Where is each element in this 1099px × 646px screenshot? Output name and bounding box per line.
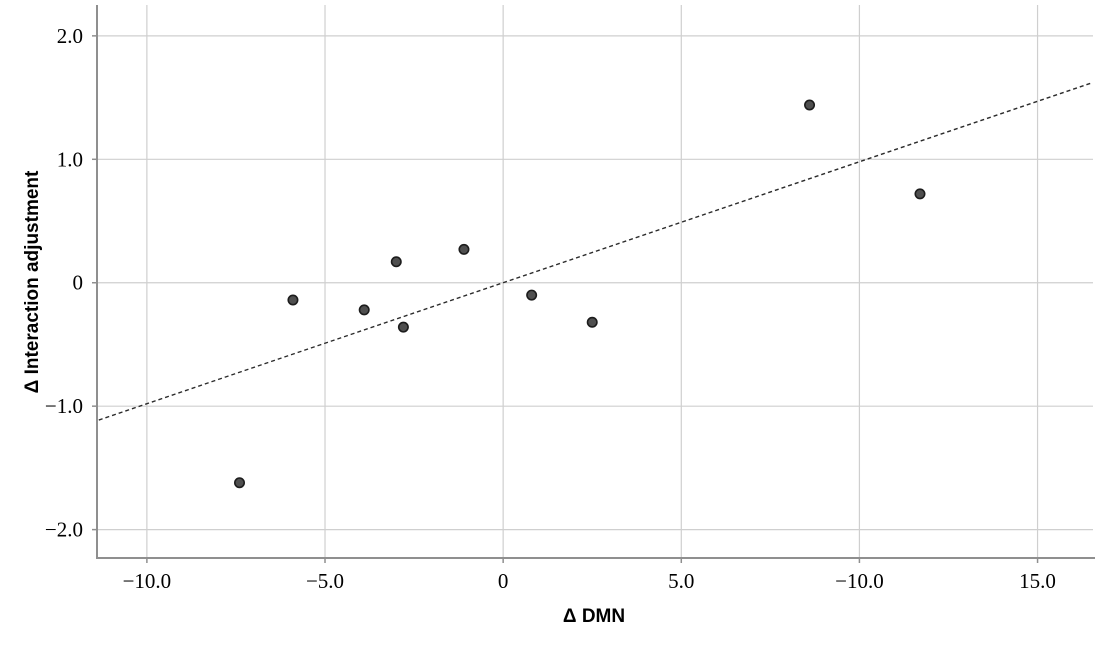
y-tick-label: −2.0 bbox=[45, 518, 83, 542]
data-point bbox=[458, 243, 470, 255]
data-point bbox=[397, 321, 409, 333]
fit-line bbox=[98, 82, 1092, 421]
gridlines bbox=[97, 5, 1093, 558]
tick-labels: −10.0 −5.0 0 5.0 −10.0 15.0 2.0 1.0 0 −1.0 −2.0 bbox=[45, 24, 1056, 593]
y-tick-label: 2.0 bbox=[57, 24, 83, 48]
data-point bbox=[586, 316, 598, 328]
data-point bbox=[287, 294, 299, 306]
y-tick-label: −1.0 bbox=[45, 394, 83, 418]
y-tick-label: 1.0 bbox=[57, 147, 83, 171]
data-point bbox=[358, 304, 370, 316]
regression-fit-line bbox=[98, 82, 1092, 421]
x-tick-label: 0 bbox=[498, 569, 509, 593]
data-point bbox=[914, 188, 926, 200]
data-point bbox=[234, 477, 246, 489]
data-point bbox=[804, 99, 816, 111]
x-tick-label: −10.0 bbox=[835, 569, 884, 593]
x-tick-label: −10.0 bbox=[123, 569, 172, 593]
axis-ticks bbox=[92, 35, 1039, 563]
y-axis-title: Δ Interaction adjustment bbox=[22, 170, 43, 393]
x-tick-label: −5.0 bbox=[306, 569, 344, 593]
x-axis-title: Δ DMN bbox=[563, 606, 625, 627]
data-point bbox=[390, 256, 402, 268]
x-tick-label: 15.0 bbox=[1019, 569, 1056, 593]
y-tick-label: 0 bbox=[73, 271, 84, 295]
data-point bbox=[526, 289, 538, 301]
data-points bbox=[234, 99, 926, 489]
axes bbox=[96, 5, 1095, 559]
x-tick-label: 5.0 bbox=[668, 569, 694, 593]
